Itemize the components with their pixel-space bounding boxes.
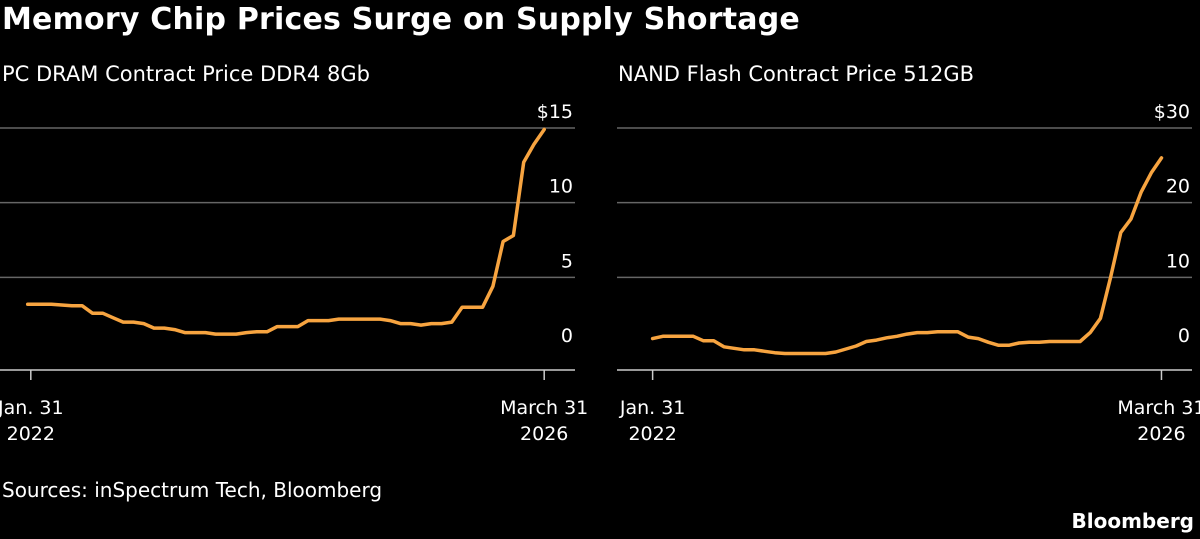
nand-x-tick-label: March 31 [1117, 397, 1200, 419]
dram-y-tick-label: 10 [549, 176, 573, 198]
nand-y-tick-label: 10 [1166, 250, 1190, 272]
dram-y-tick-label: $15 [537, 101, 573, 123]
nand-x-tick-year: 2026 [1137, 423, 1185, 445]
nand-x-tick-year: 2022 [628, 423, 676, 445]
nand-chart: $30 20 10 0 Jan. 31 2022 March 31 2026 [617, 101, 1200, 445]
nand-chart-title: NAND Flash Contract Price 512GB [618, 62, 975, 86]
sources-note: Sources: inSpectrum Tech, Bloomberg [2, 478, 383, 502]
dram-x-tick-label: March 31 [500, 397, 588, 419]
nand-y-tick-label: 0 [1178, 325, 1190, 347]
bloomberg-logo: Bloomberg [1071, 509, 1194, 533]
dram-y-tick-label: 0 [561, 325, 573, 347]
dram-x-tick-label: Jan. 31 [0, 397, 64, 419]
dram-chart: $15 10 5 0 Jan. 31 2022 March 31 2026 [0, 101, 588, 445]
dram-x-tick-year: 2022 [7, 423, 55, 445]
nand-series-line [650, 156, 1164, 356]
dram-chart-title: PC DRAM Contract Price DDR4 8Gb [2, 62, 370, 86]
nand-y-tick-label: $30 [1154, 101, 1190, 123]
nand-x-tick-label: Jan. 31 [619, 397, 686, 419]
nand-y-tick-label: 20 [1166, 176, 1190, 198]
dram-y-tick-label: 5 [561, 250, 573, 272]
dram-x-tick-year: 2026 [520, 423, 568, 445]
chart-main-title: Memory Chip Prices Surge on Supply Short… [2, 2, 800, 37]
dram-series-line [25, 127, 546, 336]
